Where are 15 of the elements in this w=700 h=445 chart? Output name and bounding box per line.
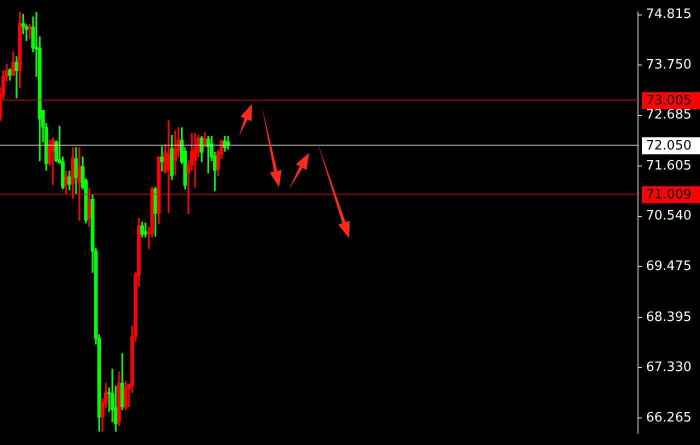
ref-line-label: 72.050 bbox=[646, 138, 692, 154]
y-tick-label: 71.605 bbox=[646, 158, 692, 174]
y-tick-label: 68.395 bbox=[646, 310, 692, 325]
candlestick bbox=[160, 146, 164, 172]
candlestick bbox=[14, 56, 18, 98]
candlestick bbox=[144, 222, 148, 238]
y-tick-label: 67.330 bbox=[646, 360, 692, 376]
ref-line-label: 71.009 bbox=[646, 188, 692, 203]
y-tick-label: 70.540 bbox=[646, 208, 692, 224]
y-tick-label: 72.685 bbox=[646, 108, 692, 123]
y-tick-label: 74.815 bbox=[646, 7, 692, 22]
y-tick-label: 73.750 bbox=[646, 57, 692, 72]
y-tick-label: 69.475 bbox=[646, 258, 692, 274]
y-tick-label: 66.265 bbox=[646, 410, 692, 426]
ref-line-label: 73.005 bbox=[646, 94, 692, 109]
